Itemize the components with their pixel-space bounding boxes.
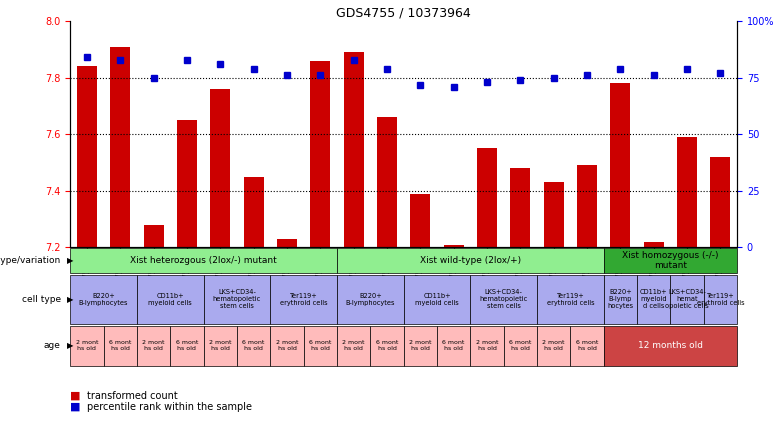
Bar	[577, 165, 597, 247]
Bar	[377, 117, 397, 247]
Text: CD11b+
myeloid cells: CD11b+ myeloid cells	[415, 293, 459, 306]
Text: Ter119+
erythroid cells: Ter119+ erythroid cells	[697, 293, 744, 306]
Bar	[344, 52, 363, 247]
Bar	[677, 137, 697, 247]
Text: ▶: ▶	[67, 295, 73, 304]
Bar	[477, 148, 497, 247]
Text: Xist wild-type (2lox/+): Xist wild-type (2lox/+)	[420, 256, 521, 265]
Text: transformed count: transformed count	[87, 390, 178, 401]
Text: Xist homozygous (-/-)
mutant: Xist homozygous (-/-) mutant	[622, 251, 718, 270]
Bar	[644, 242, 664, 247]
Text: 2 mont
hs old: 2 mont hs old	[142, 341, 165, 351]
Text: Ter119+
erythroid cells: Ter119+ erythroid cells	[280, 293, 328, 306]
Text: CD11b+
myeloid cells: CD11b+ myeloid cells	[148, 293, 192, 306]
Bar	[211, 89, 230, 247]
Text: 2 mont
hs old: 2 mont hs old	[542, 341, 565, 351]
Text: ▶: ▶	[67, 341, 73, 350]
Text: genotype/variation: genotype/variation	[0, 256, 61, 265]
Bar	[510, 168, 530, 247]
Text: 6 mont
hs old: 6 mont hs old	[576, 341, 598, 351]
Bar	[77, 66, 97, 247]
Bar	[277, 239, 297, 247]
Text: LKS+CD34-
hematopoietic
stem cells: LKS+CD34- hematopoietic stem cells	[213, 289, 261, 309]
Text: 6 mont
hs old: 6 mont hs old	[109, 341, 131, 351]
Bar	[110, 47, 130, 247]
Text: Xist heterozgous (2lox/-) mutant: Xist heterozgous (2lox/-) mutant	[130, 256, 277, 265]
Bar	[544, 182, 564, 247]
Text: ■: ■	[70, 402, 80, 412]
Text: CD11b+
myeloid
d cells: CD11b+ myeloid d cells	[640, 289, 668, 309]
Text: 2 mont
hs old: 2 mont hs old	[476, 341, 498, 351]
Bar	[444, 244, 463, 247]
Bar	[611, 83, 630, 247]
Bar	[711, 157, 730, 247]
Text: 12 months old: 12 months old	[638, 341, 703, 350]
Bar	[310, 61, 330, 247]
Text: B220+
B-lymp
hocytes: B220+ B-lymp hocytes	[608, 289, 633, 309]
Text: 2 mont
hs old: 2 mont hs old	[342, 341, 365, 351]
Text: 2 mont
hs old: 2 mont hs old	[76, 341, 98, 351]
Text: 2 mont
hs old: 2 mont hs old	[275, 341, 298, 351]
Text: 6 mont
hs old: 6 mont hs old	[309, 341, 332, 351]
Text: 2 mont
hs old: 2 mont hs old	[209, 341, 232, 351]
Text: ■: ■	[70, 390, 80, 401]
Text: LKS+CD34-
hematopoietic
stem cells: LKS+CD34- hematopoietic stem cells	[480, 289, 528, 309]
Text: 6 mont
hs old: 6 mont hs old	[509, 341, 531, 351]
Text: 2 mont
hs old: 2 mont hs old	[409, 341, 431, 351]
Bar	[177, 120, 197, 247]
Text: ▶: ▶	[67, 256, 73, 265]
Bar	[410, 194, 431, 247]
Text: age: age	[44, 341, 61, 350]
Text: 6 mont
hs old: 6 mont hs old	[376, 341, 398, 351]
Text: 6 mont
hs old: 6 mont hs old	[176, 341, 198, 351]
Text: 6 mont
hs old: 6 mont hs old	[442, 341, 465, 351]
Text: cell type: cell type	[22, 295, 61, 304]
Title: GDS4755 / 10373964: GDS4755 / 10373964	[336, 7, 471, 20]
Text: B220+
B-lymphocytes: B220+ B-lymphocytes	[79, 293, 128, 306]
Text: Ter119+
erythroid cells: Ter119+ erythroid cells	[547, 293, 594, 306]
Text: B220+
B-lymphocytes: B220+ B-lymphocytes	[346, 293, 395, 306]
Bar	[144, 225, 164, 247]
Bar	[243, 177, 264, 247]
Text: 6 mont
hs old: 6 mont hs old	[243, 341, 264, 351]
Text: LKS+CD34-
hemat
opoietic cells: LKS+CD34- hemat opoietic cells	[665, 289, 709, 309]
Text: percentile rank within the sample: percentile rank within the sample	[87, 402, 253, 412]
